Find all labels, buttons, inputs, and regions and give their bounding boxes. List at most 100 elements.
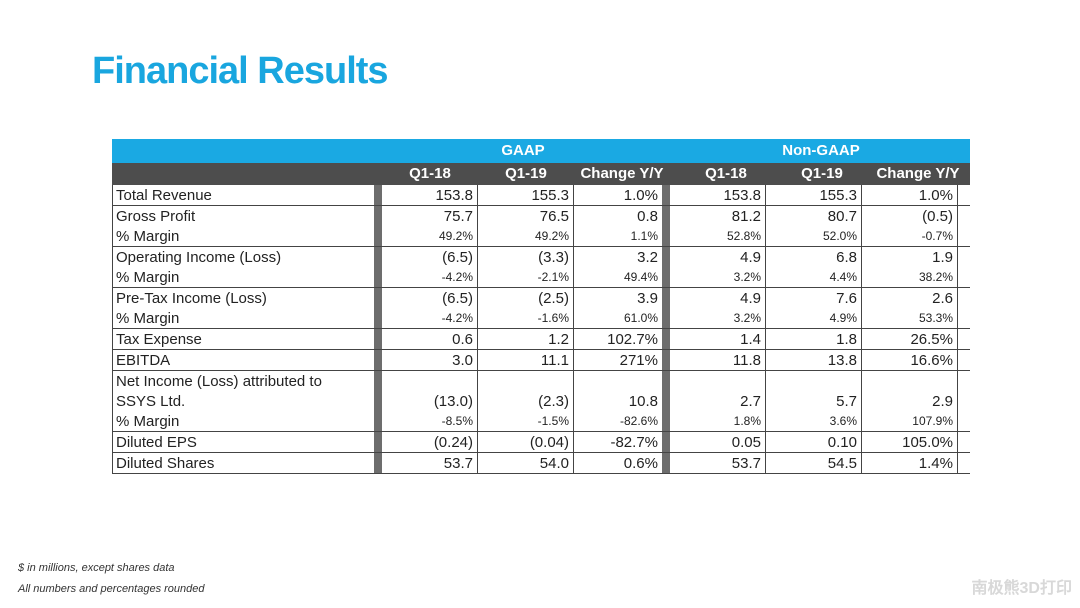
cell-value: 4.9 [740, 289, 761, 307]
cell-value: 6.8 [836, 248, 857, 266]
table-row: Tax Expense 0.6 1.2 102.7% 1.4 1.8 26.5% [112, 329, 970, 350]
row-sub-label: % Margin [116, 227, 180, 245]
footnote-rounding: All numbers and percentages rounded [18, 583, 205, 595]
cell-value: 76.5 [539, 207, 569, 225]
cell-value: (6.5) [442, 248, 473, 266]
table-row: Operating Income (Loss) % Margin (6.5) -4.2… [112, 247, 970, 288]
cell-value: 1.0% [623, 186, 658, 204]
cell-margin: -82.6% [619, 414, 658, 428]
cell-value: 271% [619, 351, 658, 369]
cell-value: 7.6 [836, 289, 857, 307]
cell-value: 153.8 [435, 186, 473, 204]
cell-margin: 3.2% [733, 311, 761, 325]
cell-value: 13.8 [827, 351, 857, 369]
cell-value: 75.7 [443, 207, 473, 225]
table-cell: 10.8 -82.6% [574, 371, 670, 431]
cell-value: 5.7 [836, 392, 857, 410]
cell-value: 11.1 [540, 351, 569, 369]
row-label-line: SSYS Ltd. [116, 392, 186, 410]
table-cell: 6.8 4.4% [766, 247, 862, 287]
table-cell: 54.5 [766, 453, 862, 473]
table-cell: 5.7 3.6% [766, 371, 862, 431]
cell-value: 1.9 [932, 248, 953, 266]
row-label: Operating Income (Loss) % Margin [112, 247, 382, 287]
table-cell: 1.2 [478, 329, 574, 349]
cell-value: 0.6% [623, 454, 658, 472]
table-cell: 4.9 3.2% [670, 247, 766, 287]
cell-value: 53.7 [731, 454, 761, 472]
cell-value: 11.8 [732, 351, 761, 369]
table-cell: 54.0 [478, 453, 574, 473]
row-label: Diluted Shares [112, 453, 382, 473]
cell-value: (13.0) [433, 392, 473, 410]
cell-value: 1.4 [740, 330, 761, 348]
cell-margin: 38.2% [918, 270, 953, 284]
column-header: Change Y/Y [876, 165, 960, 182]
cell-value: (0.04) [529, 433, 569, 451]
cell-value: 0.10 [827, 433, 857, 451]
table-row: Gross Profit % Margin 75.7 49.2% 76.5 49.2% 0.… [112, 206, 970, 247]
cell-margin: 4.4% [829, 270, 857, 284]
cell-margin: 52.0% [822, 229, 857, 243]
table-cell: 271% [574, 350, 670, 370]
cell-value: 2.6 [932, 289, 953, 307]
table-cell: (13.0) -8.5% [382, 371, 478, 431]
table-cell: 11.1 [478, 350, 574, 370]
cell-value: (2.3) [538, 392, 569, 410]
table-row: Net Income (Loss) attributed to SSYS Ltd.… [112, 371, 970, 432]
table-cell: 1.0% [862, 185, 958, 205]
row-sub-label: % Margin [116, 309, 180, 327]
cell-value: 155.3 [819, 186, 857, 204]
table-cell: 7.6 4.9% [766, 288, 862, 328]
table-row: Diluted Shares 53.7 54.0 0.6% 53.7 54.5 1.4% [112, 453, 970, 474]
table-cell: 80.7 52.0% [766, 206, 862, 246]
financial-table: GAAP Non-GAAP Q1-18 Q1-19 Change Y/Y Q1-… [112, 139, 970, 474]
cell-value: 155.3 [531, 186, 569, 204]
row-label: Diluted EPS [112, 432, 382, 452]
page-title: Financial Results [92, 50, 389, 92]
table-cell: 1.4 [670, 329, 766, 349]
row-label: Gross Profit % Margin [112, 206, 382, 246]
cell-value: 1.0% [918, 186, 953, 204]
row-label-line: Net Income (Loss) attributed to [116, 372, 322, 390]
table-cell: (0.04) [478, 432, 574, 452]
cell-margin: 61.0% [623, 311, 658, 325]
table-cell: (0.5) -0.7% [862, 206, 958, 246]
table-row: EBITDA 3.0 11.1 271% 11.8 13.8 16.6% [112, 350, 970, 371]
cell-value: 3.0 [452, 351, 473, 369]
row-label-line: Diluted EPS [116, 433, 197, 451]
cell-value: 0.8 [637, 207, 658, 225]
cell-margin: 4.9% [829, 311, 857, 325]
cell-value: 1.2 [548, 330, 569, 348]
row-label-line: Operating Income (Loss) [116, 248, 282, 266]
cell-value: 0.6 [452, 330, 473, 348]
table-cell: (6.5) -4.2% [382, 247, 478, 287]
table-cell: 2.7 1.8% [670, 371, 766, 431]
cell-margin: -4.2% [441, 270, 473, 284]
cell-margin: 49.4% [623, 270, 658, 284]
watermark: 南极熊3D打印 [971, 580, 1072, 597]
cell-value: 4.9 [740, 248, 761, 266]
cell-margin: -8.5% [441, 414, 473, 428]
table-cell: 16.6% [862, 350, 958, 370]
table-cell: 3.0 [382, 350, 478, 370]
cell-value: 80.7 [827, 207, 857, 225]
table-row: Total Revenue 153.8 155.3 1.0% 153.8 155.3 1.0… [112, 185, 970, 206]
table-cell: 2.9 107.9% [862, 371, 958, 431]
cell-value: 54.5 [827, 454, 857, 472]
table-cell: 105.0% [862, 432, 958, 452]
table-cell: 1.8 [766, 329, 862, 349]
table-body: Total Revenue 153.8 155.3 1.0% 153.8 155.3 1.0… [112, 185, 970, 474]
row-label-line: Pre-Tax Income (Loss) [116, 289, 267, 307]
column-header: Q1-18 [705, 165, 747, 182]
group-header-band: GAAP Non-GAAP [112, 139, 970, 163]
column-header-row: Q1-18 Q1-19 Change Y/Y Q1-18 Q1-19 Chang… [112, 163, 970, 185]
column-header: Q1-19 [505, 165, 547, 182]
table-cell: 0.6 [382, 329, 478, 349]
cell-value: 105.0% [902, 433, 953, 451]
table-row: Pre-Tax Income (Loss)% Margin (6.5) -4.2%(… [112, 288, 970, 329]
cell-margin: 49.2% [534, 229, 569, 243]
cell-value: 10.8 [628, 392, 658, 410]
table-cell: 3.2 49.4% [574, 247, 670, 287]
table-cell: 53.7 [670, 453, 766, 473]
